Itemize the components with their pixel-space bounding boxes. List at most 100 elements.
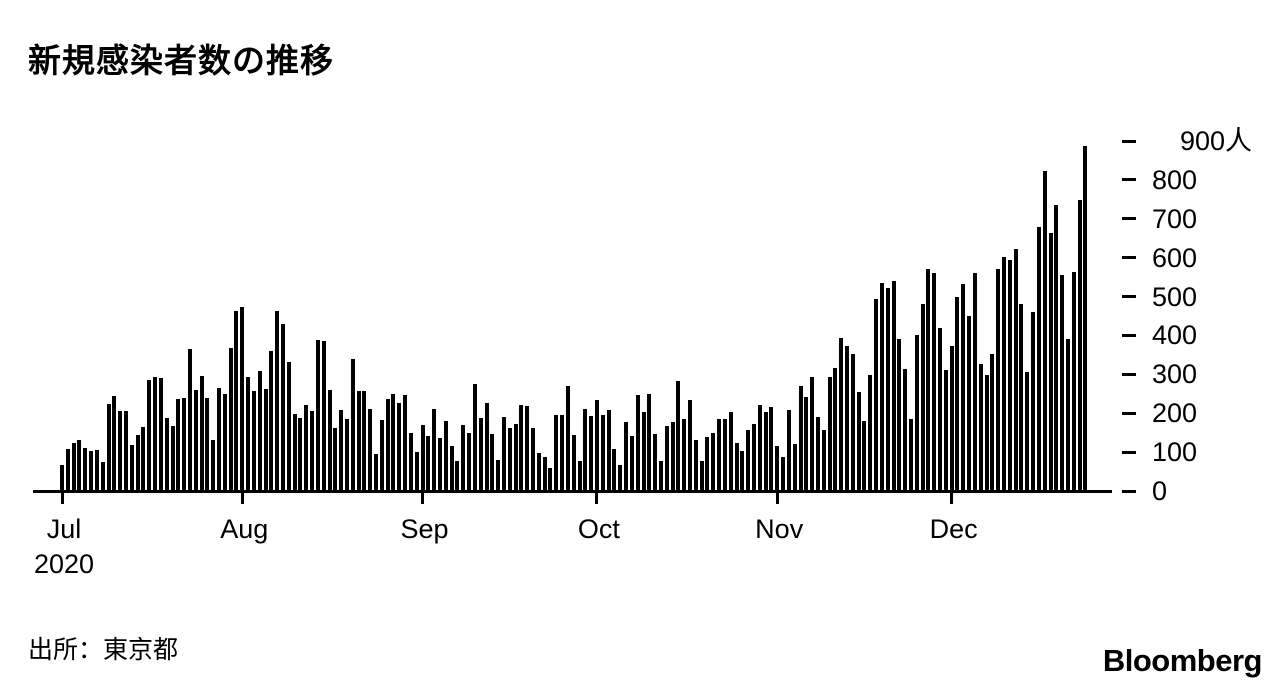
bar (565, 386, 570, 491)
y-axis-tick (1122, 450, 1136, 454)
bar (839, 338, 844, 491)
bar (391, 394, 396, 491)
bar (507, 428, 512, 491)
bar (281, 324, 285, 491)
bar (949, 346, 954, 491)
bar (571, 435, 576, 491)
bar (583, 409, 588, 491)
bar (1077, 200, 1082, 491)
bar (775, 446, 780, 491)
bar (606, 410, 611, 491)
x-axis-year-label: 2020 (33, 549, 95, 579)
bar (1036, 227, 1041, 491)
bar (786, 410, 791, 491)
bar (129, 445, 134, 491)
bar (321, 341, 326, 491)
bar (751, 424, 756, 491)
bar (926, 269, 931, 491)
y-axis-label: 700 (1152, 203, 1198, 234)
bar (664, 426, 669, 491)
bar (850, 354, 855, 491)
y-axis-tick (1122, 217, 1136, 221)
x-axis-label: Jul (46, 514, 82, 544)
bar (798, 386, 803, 491)
bar (1071, 272, 1076, 491)
bar (676, 381, 681, 491)
bar (408, 433, 413, 491)
y-axis-tick (1122, 333, 1136, 337)
y-axis-tick (1122, 295, 1136, 298)
x-axis-label: Aug (220, 514, 269, 544)
bar (106, 404, 111, 491)
bar (548, 468, 553, 491)
bar (286, 362, 291, 491)
bar (234, 311, 239, 491)
bar (618, 465, 623, 491)
bar (501, 417, 506, 491)
bar (990, 354, 995, 491)
x-axis-label: Dec (929, 514, 978, 544)
bar (403, 395, 408, 491)
bar (112, 396, 117, 491)
bar (350, 359, 355, 491)
bar (379, 420, 384, 491)
bar (496, 460, 501, 491)
bar (141, 427, 146, 491)
bar (205, 398, 210, 491)
bar (333, 428, 338, 491)
bar (594, 400, 599, 491)
bar (955, 297, 960, 491)
bar (810, 377, 815, 491)
bar (984, 375, 989, 491)
bar (1054, 205, 1059, 491)
bar (449, 446, 454, 491)
bar (164, 418, 169, 491)
bar (554, 415, 559, 491)
y-axis-label: 300 (1152, 359, 1198, 390)
bar (868, 375, 873, 491)
bar (77, 440, 82, 491)
y-axis-tick (1122, 411, 1136, 415)
bar (310, 411, 314, 491)
bar (827, 377, 832, 491)
bar (228, 348, 233, 491)
bar (815, 417, 820, 491)
bar (717, 419, 721, 491)
bar (118, 411, 123, 491)
bar (891, 281, 896, 491)
bar (461, 425, 466, 491)
x-axis-tick (60, 491, 64, 504)
bar (874, 299, 878, 491)
x-axis-label: Oct (577, 514, 620, 544)
bar (641, 412, 646, 491)
bar (292, 414, 297, 491)
y-axis-label: 800 (1152, 164, 1198, 195)
bar (932, 273, 937, 491)
bar (437, 438, 442, 491)
bar (251, 391, 256, 491)
bar (315, 340, 320, 491)
bar (711, 433, 716, 491)
bar (734, 443, 739, 491)
bar (920, 304, 925, 491)
bar (356, 391, 361, 491)
bar (879, 283, 884, 491)
bar (344, 419, 349, 491)
bar (821, 430, 826, 491)
bar (455, 461, 460, 491)
bar (542, 457, 547, 491)
y-axis-tick (1122, 139, 1136, 143)
x-axis-label: Nov (755, 514, 804, 544)
bar (908, 419, 913, 491)
bar (914, 335, 919, 491)
bar (519, 405, 524, 491)
bar (885, 288, 890, 491)
x-axis-label: Sep (400, 514, 449, 544)
bar (490, 434, 495, 491)
bar (938, 328, 942, 491)
bar (240, 307, 245, 491)
y-axis-tick (1122, 178, 1136, 182)
bar (967, 316, 972, 491)
bar (531, 428, 535, 491)
